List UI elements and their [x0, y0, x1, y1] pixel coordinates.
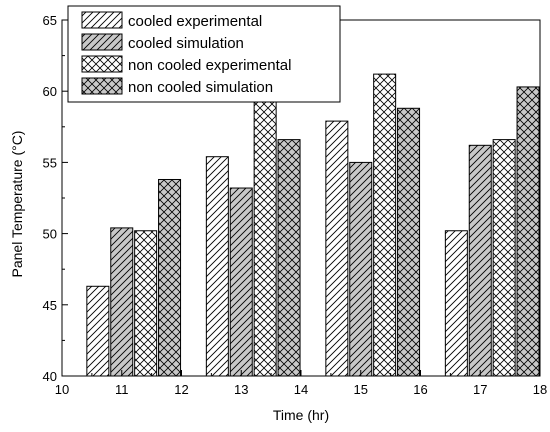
bar [492, 139, 516, 377]
bar [277, 139, 301, 377]
legend-label: cooled experimental [128, 13, 262, 30]
bar [516, 86, 540, 377]
legend-swatch [81, 11, 123, 29]
x-tick-label: 16 [413, 382, 427, 397]
bar-pattern [492, 139, 516, 377]
bar-pattern [253, 92, 277, 377]
legend-item: non cooled simulation [81, 77, 273, 96]
bar-pattern [349, 161, 373, 377]
legend-label: non cooled experimental [128, 57, 291, 74]
bar [253, 92, 277, 377]
y-tick-label: 45 [43, 298, 57, 313]
y-tick-label: 60 [43, 84, 57, 99]
legend-item: non cooled experimental [81, 55, 291, 74]
x-tick-label: 18 [533, 382, 547, 397]
bar-pattern [444, 230, 468, 377]
y-axis-title: Panel Temperature (°C) [9, 131, 25, 278]
x-tick-label: 10 [55, 382, 69, 397]
x-tick-label: 13 [234, 382, 248, 397]
x-axis-title: Time (hr) [273, 407, 329, 423]
x-tick-label: 17 [473, 382, 487, 397]
bar [373, 73, 397, 377]
bar-pattern [277, 139, 301, 377]
bar [158, 178, 182, 377]
bar-pattern [86, 285, 110, 377]
legend-label: cooled simulation [128, 35, 244, 52]
x-tick-label: 15 [354, 382, 368, 397]
bar [110, 227, 134, 377]
legend-swatch [81, 33, 123, 51]
x-tick-label: 12 [174, 382, 188, 397]
legend-label: non cooled simulation [128, 79, 273, 96]
y-tick-label: 65 [43, 13, 57, 28]
bar-pattern [229, 187, 253, 377]
bar-pattern [516, 86, 540, 377]
bar [205, 156, 229, 377]
bar-pattern [205, 156, 229, 377]
bar [134, 230, 158, 377]
x-tick-label: 11 [115, 382, 129, 397]
legend-item: cooled simulation [81, 33, 244, 52]
bar-pattern [134, 230, 158, 377]
bar-pattern [468, 144, 492, 377]
bar [349, 161, 373, 377]
bar [229, 187, 253, 377]
y-tick-label: 50 [43, 227, 57, 242]
legend: cooled experimental cooled simulation non … [67, 5, 341, 103]
bar-pattern [397, 107, 421, 377]
axes-layer: 10 11 12 13 14 15 16 17 18 40 45 50 55 60 65 [43, 13, 548, 397]
bar-pattern [325, 120, 349, 377]
legend-swatch [81, 77, 123, 95]
bars-layer [86, 73, 540, 377]
bar [397, 107, 421, 377]
legend-item: cooled experimental [81, 11, 262, 30]
bar [325, 120, 349, 377]
bar [444, 230, 468, 377]
bar [86, 285, 110, 377]
legend-swatch [81, 55, 123, 73]
y-tick-label: 55 [43, 155, 57, 170]
x-tick-label: 14 [294, 382, 308, 397]
bar-pattern [158, 178, 182, 377]
bar-pattern [110, 227, 134, 377]
y-tick-label: 40 [43, 369, 57, 384]
bar-pattern [373, 73, 397, 377]
bar [468, 144, 492, 377]
